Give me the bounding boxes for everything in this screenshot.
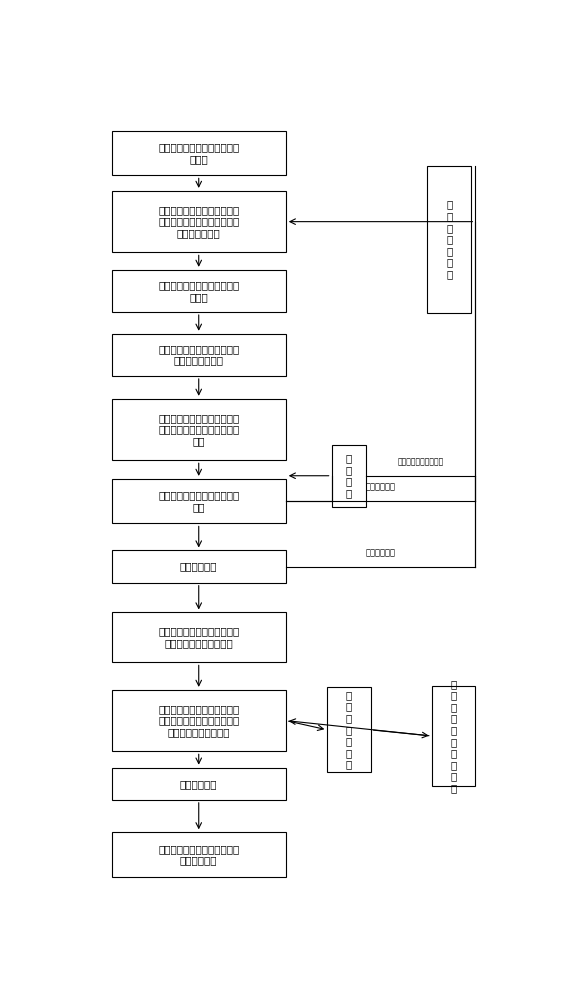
Text: 先计算低压线圈匝数，凑成整
数；重算每匝电势: 先计算低压线圈匝数，凑成整 数；重算每匝电势: [158, 344, 239, 366]
Text: 另
选
导
线: 另 选 导 线: [346, 453, 352, 498]
FancyBboxPatch shape: [112, 399, 286, 460]
Text: 另
选
铁
心
柱
直
径: 另 选 铁 心 柱 直 径: [446, 200, 452, 279]
Text: 线圈及绝缘结构设计；计算阻
抗电压，不合要求时调整线圈
高度: 线圈及绝缘结构设计；计算阻 抗电压，不合要求时调整线圈 高度: [158, 413, 239, 446]
FancyBboxPatch shape: [427, 166, 471, 312]
Text: 计算负载性能: 计算负载性能: [180, 779, 217, 789]
Text: 绘
制
变
压
器
外
形
尺
寸
图: 绘 制 变 压 器 外 形 尺 寸 图: [450, 679, 457, 793]
Text: 绘制变压器总体平面布置图；
引线及分接开关结构设计；确
定油箱尺寸及冷却装置: 绘制变压器总体平面布置图； 引线及分接开关结构设计；确 定油箱尺寸及冷却装置: [158, 704, 239, 737]
Text: 计算短路电磁力及器身重量计
算铁心和线圈的机械强度: 计算短路电磁力及器身重量计 算铁心和线圈的机械强度: [158, 627, 239, 648]
Text: 选择铁心柱磁通密度，计算每
匝电势: 选择铁心柱磁通密度，计算每 匝电势: [158, 280, 239, 302]
FancyBboxPatch shape: [112, 191, 286, 252]
FancyBboxPatch shape: [112, 550, 286, 583]
Text: 计
算
变
压
器
重
量: 计 算 变 压 器 重 量: [346, 690, 352, 770]
Text: 计算空载性能: 计算空载性能: [180, 562, 217, 572]
FancyBboxPatch shape: [112, 131, 286, 175]
FancyBboxPatch shape: [112, 270, 286, 312]
Text: 不符合要求时: 不符合要求时: [365, 483, 396, 492]
FancyBboxPatch shape: [112, 334, 286, 376]
Text: 选定硅钢片品种及铁心结构型
式；计算铁心柱直径，设计铁
心柱和铁轭截面: 选定硅钢片品种及铁心结构型 式；计算铁心柱直径，设计铁 心柱和铁轭截面: [158, 205, 239, 238]
FancyBboxPatch shape: [332, 445, 366, 507]
FancyBboxPatch shape: [112, 612, 286, 662]
Text: 另选导线仍不合要求时: 另选导线仍不合要求时: [398, 457, 444, 466]
Text: 估算线圈损耗，估算线圈对油
温升: 估算线圈损耗，估算线圈对油 温升: [158, 490, 239, 512]
FancyBboxPatch shape: [112, 479, 286, 523]
FancyBboxPatch shape: [327, 687, 371, 772]
Text: 不符合要求时: 不符合要求时: [365, 548, 396, 557]
Text: 记录原始数据：产品主要技术
参数等: 记录原始数据：产品主要技术 参数等: [158, 142, 239, 164]
FancyBboxPatch shape: [112, 690, 286, 751]
Text: 计算温升，不合要求时，调整
冷却装置数目: 计算温升，不合要求时，调整 冷却装置数目: [158, 844, 239, 865]
FancyBboxPatch shape: [112, 768, 286, 800]
FancyBboxPatch shape: [432, 686, 475, 786]
FancyBboxPatch shape: [112, 832, 286, 877]
